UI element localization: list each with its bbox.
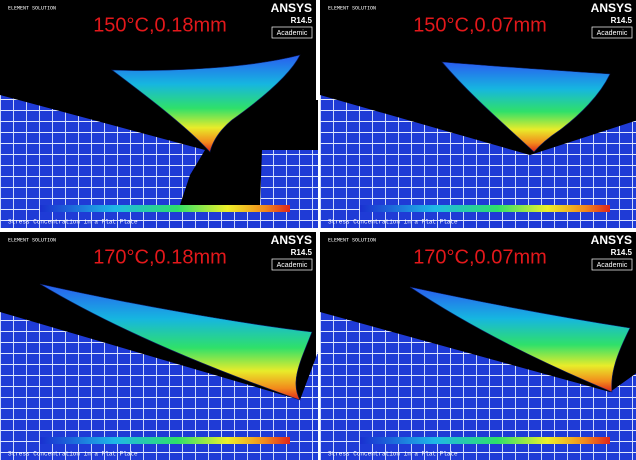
ansys-version: R14.5 [611, 16, 633, 25]
panel-footer: Stress Concentration in a Flat Plate [328, 219, 458, 226]
color-legend-bar [40, 437, 290, 444]
ansys-panel: ELEMENT SOLUTION Stress Concentration in … [320, 0, 636, 228]
color-legend-bar [360, 437, 610, 444]
panel-footer: Stress Concentration in a Flat Plate [328, 451, 458, 458]
license-label: Academic [277, 30, 308, 37]
ansys-brand: ANSYS [271, 1, 312, 15]
ansys-panel: ELEMENT SOLUTION Stress Concentration in … [320, 232, 636, 460]
panel-title: 170°C,0.18mm [93, 246, 227, 268]
ansys-version: R14.5 [291, 16, 313, 25]
ansys-brand: ANSYS [271, 233, 312, 247]
ansys-panel: ELEMENT SOLUTION Stress Concentration in … [0, 0, 318, 228]
color-legend-bar [40, 205, 290, 212]
license-label: Academic [277, 262, 308, 269]
figure: ELEMENT SOLUTION Stress Concentration in … [0, 0, 636, 460]
ansys-version: R14.5 [611, 248, 633, 257]
panel-header: ELEMENT SOLUTION [328, 237, 376, 243]
panel-title: 170°C,0.07mm [413, 246, 547, 268]
color-legend-bar [360, 205, 610, 212]
ansys-panel: ELEMENT SOLUTION Stress Concentration in … [0, 232, 318, 460]
panel-title: 150°C,0.18mm [93, 14, 227, 36]
cut-region [262, 100, 318, 150]
license-label: Academic [597, 262, 628, 269]
ansys-brand: ANSYS [591, 233, 632, 247]
panel-header: ELEMENT SOLUTION [8, 237, 56, 243]
panel-footer: Stress Concentration in a Flat Plate [8, 451, 138, 458]
panel-title: 150°C,0.07mm [413, 14, 547, 36]
license-label: Academic [597, 30, 628, 37]
ansys-version: R14.5 [291, 248, 313, 257]
panel-footer: Stress Concentration in a Flat Plate [8, 219, 138, 226]
panel-header: ELEMENT SOLUTION [8, 5, 56, 11]
ansys-brand: ANSYS [591, 1, 632, 15]
panel-header: ELEMENT SOLUTION [328, 5, 376, 11]
